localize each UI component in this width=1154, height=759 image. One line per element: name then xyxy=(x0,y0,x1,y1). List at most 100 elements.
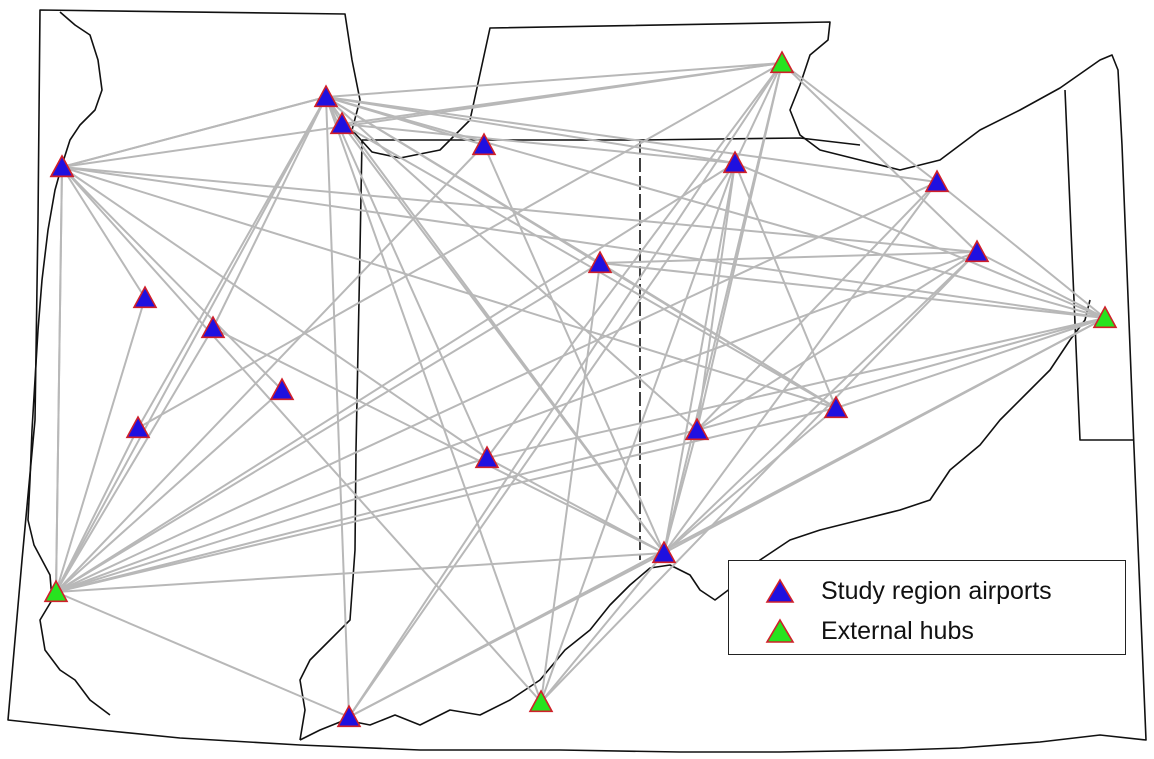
legend: Study region airports External hubs xyxy=(728,560,1126,655)
route-line xyxy=(781,62,978,253)
route-line xyxy=(348,62,783,718)
route-line xyxy=(599,262,837,409)
study-airport-marker xyxy=(132,285,158,309)
external-hub-marker xyxy=(43,579,69,603)
route-line xyxy=(325,96,1106,319)
study-airport-marker xyxy=(471,132,497,156)
flight-routes xyxy=(55,62,1106,718)
route-line xyxy=(835,317,1106,409)
route-line xyxy=(61,166,542,703)
route-line xyxy=(325,96,938,183)
route-line xyxy=(663,62,783,554)
study-airport-marker xyxy=(684,417,710,441)
route-line xyxy=(61,166,283,391)
route-line xyxy=(486,62,783,459)
study-airport-marker xyxy=(964,239,990,263)
route-line xyxy=(696,317,1106,431)
route-line xyxy=(696,162,736,431)
external-hub-marker xyxy=(528,689,554,713)
study-airport-marker xyxy=(587,250,613,274)
route-line xyxy=(61,96,327,168)
route-line xyxy=(325,96,488,459)
route-line xyxy=(55,389,283,593)
route-line xyxy=(663,407,837,554)
route-line xyxy=(599,262,1106,319)
route-line xyxy=(486,317,1106,459)
route-line xyxy=(55,427,139,593)
airport-markers xyxy=(43,50,1118,728)
route-line xyxy=(137,62,783,429)
study-airport-marker xyxy=(722,150,748,174)
route-line xyxy=(325,96,542,703)
route-line xyxy=(55,181,938,593)
legend-external-hubs: External hubs xyxy=(729,613,974,649)
blue-triangle-icon xyxy=(765,578,795,603)
route-line xyxy=(483,144,665,554)
route-line xyxy=(341,123,837,409)
route-line xyxy=(696,181,938,431)
route-line xyxy=(781,62,938,183)
route-line xyxy=(663,181,938,554)
pennsylvania-border xyxy=(1064,89,1134,441)
route-line xyxy=(341,62,783,125)
route-line xyxy=(540,262,601,703)
route-line xyxy=(137,96,327,429)
study-airport-marker xyxy=(49,154,75,178)
route-line xyxy=(55,251,978,593)
study-airport-marker xyxy=(200,315,226,339)
route-line xyxy=(55,552,665,593)
route-line xyxy=(663,251,978,554)
mississippi-river-border xyxy=(27,11,111,716)
route-line xyxy=(61,166,488,459)
route-line xyxy=(734,162,837,409)
route-line xyxy=(341,123,665,554)
route-line xyxy=(61,166,978,253)
legend-study-airports: Study region airports xyxy=(729,573,1052,609)
route-line xyxy=(976,251,1106,319)
study-airport-marker xyxy=(269,377,295,401)
route-line xyxy=(212,96,327,329)
study-airport-marker xyxy=(474,445,500,469)
route-line xyxy=(61,166,1106,319)
route-line xyxy=(61,166,146,299)
study-airport-marker xyxy=(924,169,950,193)
study-airport-marker xyxy=(313,84,339,108)
study-airport-marker xyxy=(329,111,355,135)
external-hub-marker xyxy=(769,50,795,74)
route-line xyxy=(55,429,698,593)
route-line xyxy=(55,96,327,593)
route-line xyxy=(325,62,783,98)
route-line xyxy=(55,262,601,593)
route-line xyxy=(55,297,146,593)
route-line xyxy=(663,429,698,554)
route-line xyxy=(540,552,665,703)
route-line xyxy=(55,591,350,718)
route-line xyxy=(325,96,350,718)
route-line xyxy=(734,162,1106,319)
route-line xyxy=(540,162,736,703)
green-triangle-icon xyxy=(765,618,795,643)
ohio-river xyxy=(299,299,1091,741)
route-line xyxy=(734,62,783,164)
route-line xyxy=(61,166,837,409)
study-airport-marker xyxy=(336,704,362,728)
illinois-indiana-border xyxy=(299,139,363,741)
study-airport-marker xyxy=(125,415,151,439)
route-line xyxy=(55,327,214,593)
route-line xyxy=(936,181,1106,319)
route-line xyxy=(696,251,978,431)
route-line xyxy=(55,162,736,593)
legend-hub-label: External hubs xyxy=(821,616,974,645)
route-line xyxy=(348,162,736,718)
legend-study-label: Study region airports xyxy=(821,576,1052,605)
route-line xyxy=(341,123,736,164)
route-line xyxy=(348,552,665,718)
route-line xyxy=(55,166,63,593)
study-airport-marker xyxy=(651,540,677,564)
route-line xyxy=(212,327,665,554)
route-line xyxy=(663,162,736,554)
route-line xyxy=(325,96,736,164)
study-airport-marker xyxy=(823,395,849,419)
route-line xyxy=(55,457,488,593)
